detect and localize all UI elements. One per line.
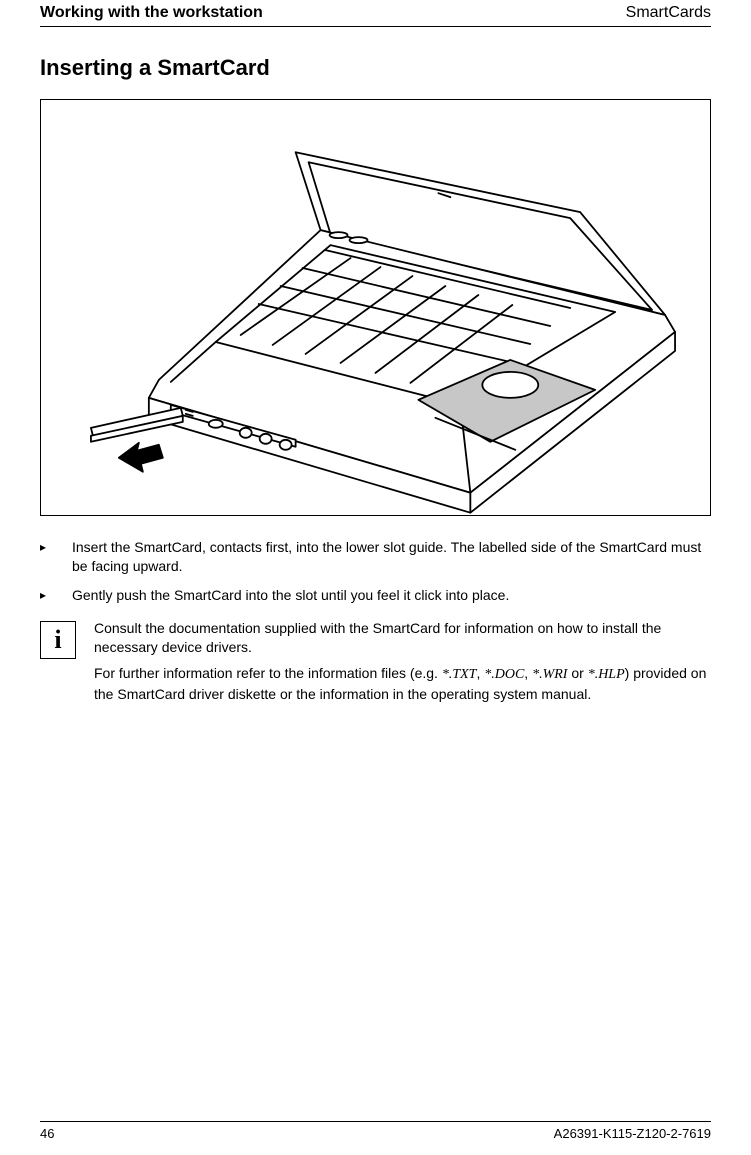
sep: ,: [524, 665, 532, 681]
figure-laptop-smartcard: [40, 99, 711, 516]
main-content: Inserting a SmartCard: [0, 27, 751, 712]
header-chapter: Working with the workstation: [40, 4, 263, 22]
info-icon: i: [40, 621, 76, 659]
section-title: Inserting a SmartCard: [40, 55, 711, 81]
info-text: Consult the documentation supplied with …: [94, 619, 711, 713]
file-ext: *.TXT: [442, 667, 477, 682]
file-ext: *.HLP: [588, 667, 625, 682]
page-header: Working with the workstation SmartCards: [0, 0, 751, 22]
sep: or: [567, 665, 587, 681]
step-item: Insert the SmartCard, contacts first, in…: [40, 538, 711, 576]
info-icon-glyph: i: [54, 627, 61, 653]
info-block: i Consult the documentation supplied wit…: [40, 619, 711, 713]
info-paragraph-2: For further information refer to the inf…: [94, 664, 711, 704]
step-item: Gently push the SmartCard into the slot …: [40, 586, 711, 605]
info-paragraph-1: Consult the documentation supplied with …: [94, 619, 711, 657]
laptop-illustration: [41, 100, 710, 515]
info-p2-pre: For further information refer to the inf…: [94, 665, 442, 681]
file-ext: *.DOC: [484, 667, 524, 682]
document-number: A26391-K115-Z120-2-7619: [554, 1126, 711, 1141]
footer-rule: [40, 1121, 711, 1122]
header-section: SmartCards: [626, 4, 711, 22]
step-list: Insert the SmartCard, contacts first, in…: [40, 538, 711, 605]
page-number: 46: [40, 1126, 54, 1141]
file-ext: *.WRI: [532, 667, 567, 682]
page-footer: 46 A26391-K115-Z120-2-7619: [0, 1121, 751, 1141]
